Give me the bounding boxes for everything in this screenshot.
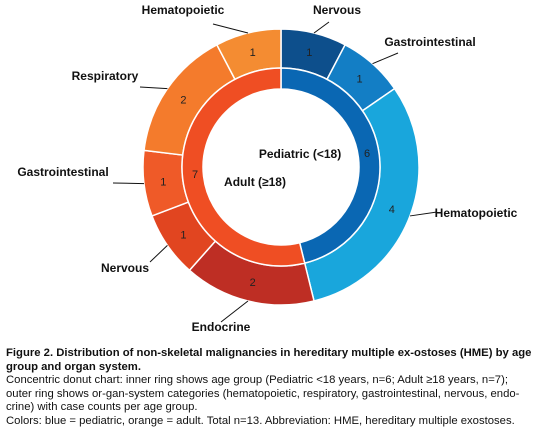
outer-value-label: 1 bbox=[306, 47, 312, 59]
outer-category-label: Endocrine bbox=[192, 320, 251, 334]
outer-category-label: Gastrointestinal bbox=[17, 165, 108, 179]
outer-ring bbox=[142, 28, 420, 306]
outer-category-label: Nervous bbox=[101, 261, 149, 275]
outer-value-label: 1 bbox=[357, 73, 363, 85]
inner-value-label: 7 bbox=[192, 169, 198, 181]
inner-category-label: Adult (≥18) bbox=[224, 175, 286, 189]
leader-line bbox=[409, 211, 438, 217]
leader-lines bbox=[112, 21, 438, 323]
leader-line bbox=[212, 23, 249, 34]
figure-caption: Figure 2. Distribution of non-skeletal m… bbox=[6, 347, 534, 429]
leader-line bbox=[139, 86, 168, 90]
outer-value-label: 1 bbox=[180, 229, 186, 241]
outer-value-label: 2 bbox=[180, 95, 186, 107]
leader-line bbox=[313, 21, 330, 34]
leader-line bbox=[112, 182, 145, 185]
inner-category-label: Pediatric (<18) bbox=[259, 147, 341, 161]
caption-description: Concentric donut chart: inner ring shows… bbox=[6, 374, 520, 414]
outer-category-label: Hematopoietic bbox=[142, 3, 225, 17]
inner-ring bbox=[181, 67, 381, 267]
outer-category-label: Hematopoietic bbox=[435, 206, 518, 220]
outer-category-label: Gastrointestinal bbox=[384, 35, 475, 49]
leader-line bbox=[372, 52, 399, 65]
caption-title: Figure 2. Distribution of non-skeletal m… bbox=[6, 347, 532, 373]
leader-line bbox=[149, 245, 168, 263]
outer-value-label: 1 bbox=[160, 176, 166, 188]
donut-chart: 1 1 4 2 1 1 2 1 6 7 Pediatric (<18) Adult (≥18) Nerv… bbox=[17, 3, 517, 334]
leader-line bbox=[220, 300, 249, 323]
inner-slice-adult bbox=[181, 67, 306, 267]
outer-value-label: 4 bbox=[389, 204, 395, 216]
outer-value-label: 2 bbox=[250, 277, 256, 289]
outer-category-label: Nervous bbox=[313, 3, 361, 17]
inner-value-label: 6 bbox=[364, 148, 370, 160]
caption-colors-note: Colors: blue = pediatric, orange = adult… bbox=[6, 414, 515, 427]
ring-labels: 1 1 4 2 1 1 2 1 6 7 Pediatric (<18) Adult (≥18) Nerv… bbox=[17, 3, 517, 334]
outer-value-label: 1 bbox=[250, 47, 256, 59]
outer-category-label: Respiratory bbox=[72, 69, 139, 83]
